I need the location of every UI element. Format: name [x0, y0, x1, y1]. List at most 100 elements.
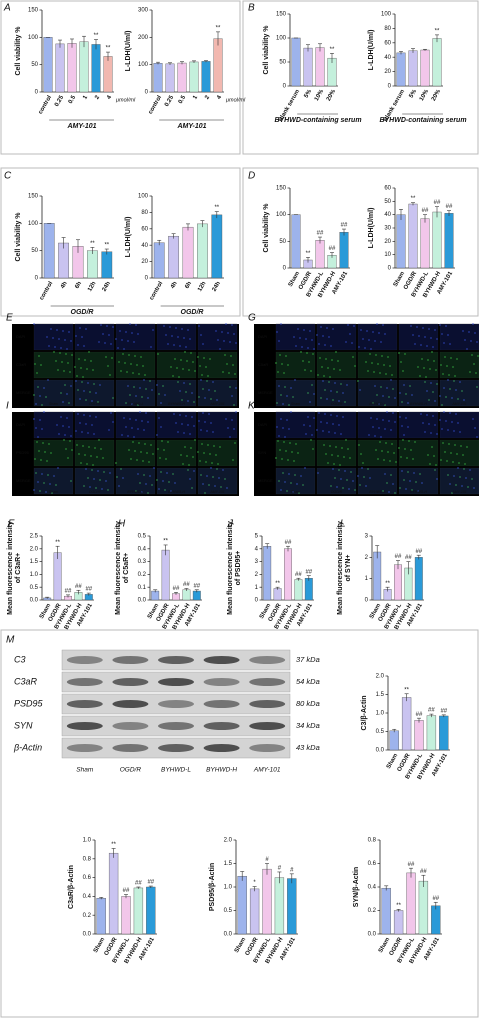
cell-stain	[174, 482, 176, 484]
cell-stain	[64, 339, 66, 341]
cell-stain	[442, 442, 444, 444]
y-axis-title: Mean fluorescence intensity	[227, 521, 234, 615]
cell-stain	[224, 478, 226, 480]
cell-stain	[91, 469, 93, 471]
cell-stain	[410, 325, 412, 327]
cell-stain	[332, 468, 334, 470]
column-label: Sham	[49, 490, 58, 494]
row-label: SYN	[258, 450, 266, 455]
cell-stain	[147, 421, 149, 423]
cell-stain	[457, 467, 459, 469]
cell-stain	[68, 402, 70, 404]
cell-stain	[331, 454, 333, 456]
blot-band	[66, 700, 103, 708]
cell-stain	[93, 433, 95, 435]
error-bar	[45, 596, 50, 599]
blot-band	[112, 656, 149, 664]
cell-stain	[359, 484, 361, 486]
cell-stain	[100, 448, 102, 450]
cell-stain	[379, 372, 381, 374]
cell-stain	[432, 415, 434, 417]
cell-stain	[313, 417, 315, 419]
cell-stain	[430, 382, 432, 384]
lane-label: OGD/R	[120, 767, 142, 774]
bar	[408, 203, 418, 269]
significance: ##	[446, 204, 453, 210]
cell-stain	[450, 452, 452, 454]
micrograph	[197, 379, 238, 407]
cell-stain	[88, 446, 90, 448]
lane-label: AMY-101	[253, 767, 281, 774]
cell-stain	[112, 421, 114, 423]
significance: **	[90, 241, 95, 247]
blot-band	[249, 722, 286, 730]
row-label: DAPI	[258, 422, 267, 427]
cell-stain	[202, 483, 204, 485]
cell-stain	[333, 368, 335, 370]
y-axis-title: C3/β-Actin	[361, 696, 368, 731]
cell-stain	[450, 357, 452, 359]
cell-stain	[476, 341, 478, 343]
cell-stain	[167, 343, 169, 345]
cell-stain	[283, 372, 285, 374]
cell-stain	[347, 324, 349, 326]
row-label: DAPI	[16, 422, 25, 427]
cell-stain	[167, 441, 169, 443]
cell-stain	[430, 337, 432, 339]
micrograph	[197, 323, 238, 351]
cell-stain	[135, 395, 137, 397]
cell-stain	[156, 434, 158, 436]
cell-stain	[285, 355, 287, 357]
cell-stain	[424, 336, 426, 338]
cell-stain	[465, 477, 467, 479]
cell-stain	[305, 433, 307, 435]
cell-stain	[235, 342, 237, 344]
error-bar	[411, 202, 415, 206]
stain-tint	[157, 324, 196, 350]
cell-stain	[209, 358, 211, 360]
cell-stain	[202, 412, 204, 414]
cell-stain	[81, 381, 83, 383]
column-label: Sham	[49, 402, 58, 406]
cell-stain	[50, 328, 52, 330]
cell-stain	[194, 439, 196, 441]
cell-stain	[144, 443, 146, 445]
y-tick-label: 2	[365, 555, 369, 561]
y-tick-label: 1.0	[30, 572, 39, 578]
cell-stain	[368, 434, 370, 436]
cell-stain	[337, 360, 339, 362]
cell-stain	[133, 386, 135, 388]
cell-stain	[369, 353, 371, 355]
stain-tint	[440, 324, 479, 350]
bar	[263, 546, 272, 601]
cell-stain	[128, 354, 130, 356]
cell-stain	[219, 446, 221, 448]
cell-stain	[406, 457, 408, 459]
cell-stain	[100, 324, 102, 326]
cell-stain	[472, 418, 474, 420]
cell-stain	[429, 368, 431, 370]
cell-stain	[38, 450, 40, 452]
protein-label: C3	[14, 654, 26, 664]
blot-band	[203, 722, 240, 730]
cell-stain	[168, 481, 170, 483]
cell-stain	[323, 444, 325, 446]
cell-stain	[36, 372, 38, 374]
cell-stain	[405, 417, 407, 419]
cell-stain	[311, 384, 313, 386]
cell-stain	[444, 356, 446, 358]
error-bar	[306, 44, 310, 52]
x-tick-label: 5%	[409, 88, 419, 99]
cell-stain	[412, 334, 414, 336]
cell-stain	[177, 336, 179, 338]
stain-tint	[358, 412, 397, 438]
cell-stain	[451, 421, 453, 423]
cell-stain	[84, 359, 86, 361]
error-bar	[435, 206, 439, 218]
cell-stain	[53, 475, 55, 477]
cell-stain	[171, 335, 173, 337]
stain-tint	[317, 440, 356, 466]
cell-stain	[350, 471, 352, 473]
cell-stain	[160, 471, 162, 473]
cell-stain	[99, 479, 101, 481]
